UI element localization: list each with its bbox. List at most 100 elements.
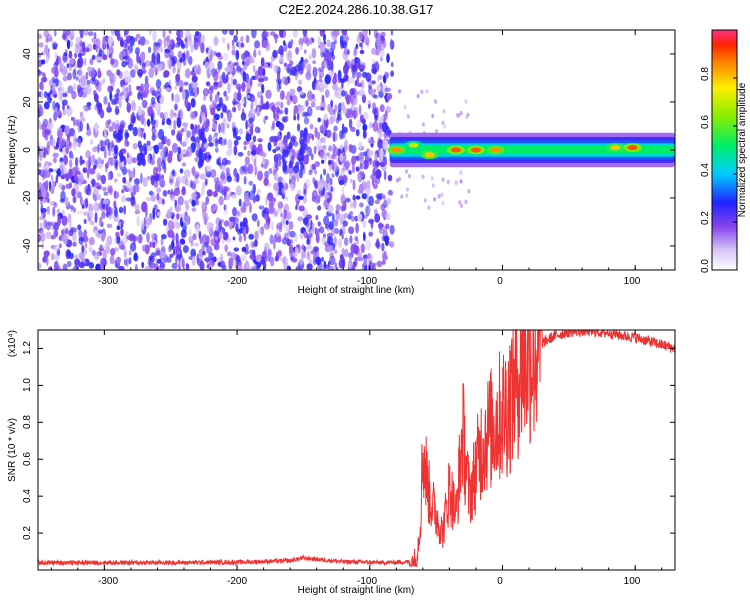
bottom-xtick-label: -100 [357, 576, 377, 587]
spectrogram-noise-cell [237, 229, 242, 235]
spectrogram-noise-cell [406, 187, 409, 192]
spectrogram-noise-cell [54, 30, 57, 37]
top-ytick-label: 20 [22, 96, 33, 108]
spectrogram-noise-cell [204, 242, 209, 248]
spectrogram-noise-cell [248, 117, 254, 124]
spectrogram-noise-cell [342, 257, 346, 269]
spectrogram-noise-cell [95, 263, 101, 270]
spectrogram-noise-cell [152, 110, 155, 120]
spectrogram-noise-cell [205, 196, 210, 205]
spectrogram-noise-cell [344, 145, 347, 153]
spectrogram-noise-cell [331, 173, 335, 178]
spectrogram-noise-cell [210, 169, 217, 178]
spectrogram-noise-cell [272, 148, 277, 154]
bottom-x-axis-label: Height of straight line (km) [298, 585, 415, 596]
spectrogram-noise-cell [303, 182, 308, 193]
top-xtick-label: 0 [497, 276, 503, 287]
spectrogram-noise-cell [283, 209, 288, 219]
spectrogram-noise-cell [287, 44, 293, 49]
spectrogram-noise-cell [220, 175, 226, 180]
spectrogram-noise-cell [181, 212, 186, 223]
spectrogram-noise-cell [238, 128, 244, 135]
spectrogram-noise-cell [46, 55, 49, 64]
bottom-xtick-label: -200 [227, 576, 247, 587]
spectrogram-noise-cell [71, 116, 74, 121]
spectrogram-noise-cell [112, 73, 117, 83]
bottom-ytick-label: 0.2 [22, 526, 33, 540]
spectrogram-noise-cell [332, 131, 336, 143]
spectrogram-noise-cell [232, 78, 237, 86]
spectrogram-noise-cell [368, 139, 375, 144]
spectrogram-noise-cell [100, 232, 106, 242]
spectrogram-noise-cell [46, 33, 52, 42]
spectrogram-noise-cell [277, 159, 282, 167]
spectrogram-peak [470, 147, 481, 153]
spectrogram-noise-cell [319, 30, 324, 37]
spectrogram-noise-cell [129, 242, 137, 252]
spectrogram-noise-cell [262, 39, 269, 49]
spectrogram-noise-cell [367, 195, 374, 207]
spectrogram-noise-cell [184, 135, 189, 145]
spectrogram-noise-cell [296, 86, 303, 93]
spectrogram-noise-cell [343, 161, 350, 168]
top-xtick-label: -300 [98, 276, 118, 287]
spectrogram-noise-cell [285, 220, 289, 225]
spectrogram-noise-cell [132, 167, 136, 178]
spectrogram-noise-cell [49, 138, 56, 148]
spectrogram-noise-cell [459, 170, 463, 175]
spectrogram-noise-cell [258, 49, 261, 56]
spectrogram-noise-cell [323, 33, 326, 42]
spectrogram-noise-cell [370, 89, 375, 97]
spectrogram-noise-cell [263, 177, 269, 186]
spectrogram-noise-cell [252, 242, 258, 247]
spectrogram-noise-cell [317, 261, 323, 270]
spectrogram-noise-cell [372, 183, 378, 189]
spectrogram-noise-cell [172, 65, 176, 74]
spectrogram-noise-cell [61, 99, 68, 106]
spectrogram-noise-cell [139, 152, 144, 161]
spectrogram-noise-cell [373, 94, 379, 99]
spectrogram-noise-cell [380, 31, 386, 38]
spectrogram-noise-cell [69, 30, 75, 39]
spectrogram-noise-cell [242, 71, 247, 82]
spectrogram-noise-cell [265, 89, 272, 99]
spectrogram-noise-cell [63, 52, 68, 57]
spectrogram-noise-cell [310, 153, 314, 161]
spectrogram-noise-cell [151, 134, 156, 141]
spectrogram-noise-cell [53, 229, 57, 240]
spectrogram-noise-cell [233, 247, 239, 252]
spectrogram-noise-cell [53, 202, 58, 208]
spectrogram-noise-cell [457, 113, 461, 118]
spectrogram-noise-cell [82, 30, 89, 36]
spectrogram-noise-cell [253, 49, 257, 58]
spectrogram-noise-cell [328, 106, 334, 115]
spectrogram-noise-cell [46, 205, 50, 215]
spectrogram-noise-cell [325, 51, 332, 61]
spectrogram-noise-cell [189, 40, 195, 48]
spectrogram-noise-cell [83, 47, 90, 52]
spectrogram-noise-cell [202, 88, 209, 97]
spectrogram-noise-cell [244, 156, 250, 166]
spectrogram-noise-cell [81, 244, 85, 253]
spectrogram-noise-cell [308, 169, 313, 176]
spectrogram-noise-cell [53, 244, 60, 252]
spectrogram-noise-cell [275, 101, 282, 107]
spectrogram-noise-cell [377, 74, 380, 83]
spectrogram-noise-cell [264, 242, 270, 251]
spectrogram-noise-cell [51, 67, 57, 74]
spectrogram-noise-cell [212, 191, 218, 198]
spectrogram-noise-cell [348, 259, 353, 269]
spectrogram-noise-cell [221, 30, 228, 35]
spectrogram-noise-cell [400, 194, 404, 199]
spectrogram-noise-cell [146, 140, 151, 147]
spectrogram-noise-cell [374, 161, 381, 167]
spectrogram-noise-cell [88, 69, 92, 78]
spectrogram-noise-cell [257, 77, 265, 83]
spectrogram-noise-cell [140, 51, 146, 63]
spectrogram-noise-cell [290, 39, 294, 45]
spectrogram-noise-cell [201, 113, 206, 122]
spectrogram-noise-cell [301, 111, 308, 118]
spectrogram-noise-cell [267, 251, 273, 257]
spectrogram-noise-cell [204, 257, 211, 262]
spectrogram-noise-cell [245, 224, 249, 235]
